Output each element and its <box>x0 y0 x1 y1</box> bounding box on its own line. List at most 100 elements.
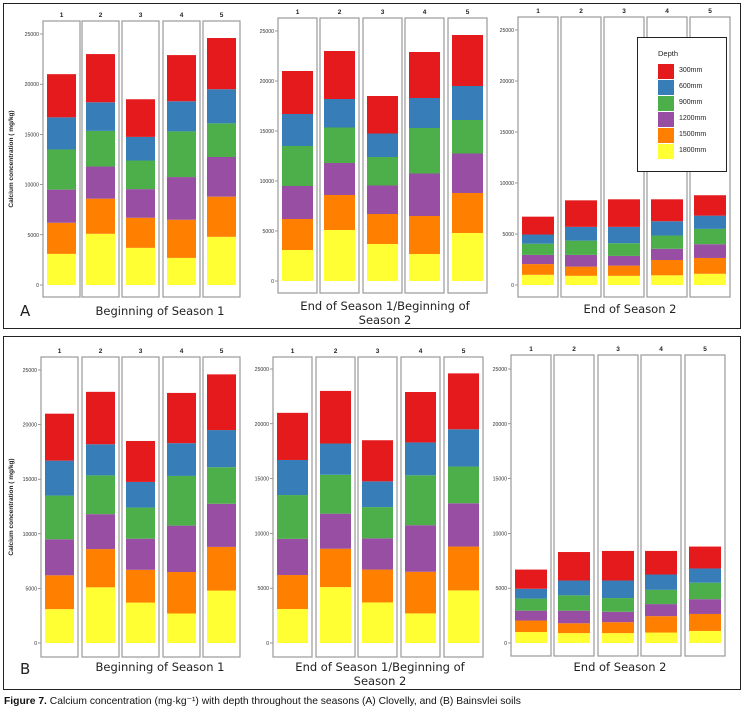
y-tick-label: 10000 <box>500 181 515 187</box>
facet-label: 3 <box>376 348 380 355</box>
bar-segment-1800mm <box>602 633 634 643</box>
panel-5: 0 5000 10000 15000 20000 25000 1 2 3 4 5 <box>255 348 484 658</box>
facet-label: 5 <box>220 348 224 355</box>
y-tick-label: 20000 <box>23 423 38 429</box>
bar-segment-1800mm <box>45 609 74 643</box>
bar-segment-1200mm <box>405 525 436 572</box>
bar-segment-1500mm <box>608 265 640 276</box>
bar-segment-900mm <box>47 149 76 190</box>
figure-caption: Figure 7. Calcium concentration (mg·kg⁻¹… <box>4 695 521 707</box>
bar-segment-1200mm <box>515 610 547 621</box>
bar-segment-300mm <box>651 199 683 222</box>
bar-segment-300mm <box>320 390 351 444</box>
bar-segment-1500mm <box>645 616 677 633</box>
bar-segment-1800mm <box>565 275 597 285</box>
bar-segment-1500mm <box>409 216 440 254</box>
facet-label: 2 <box>572 346 576 353</box>
bar-segment-1800mm <box>608 275 640 285</box>
bar-segment-300mm <box>608 199 640 227</box>
y-axis-title: Calcium concentration ( mg/kg) <box>8 110 15 207</box>
bar-segment-1500mm <box>558 623 590 634</box>
bar-segment-900mm <box>452 120 483 154</box>
bar-segment-900mm <box>689 582 721 600</box>
bar-segment-900mm <box>45 495 74 540</box>
bar-segment-1200mm <box>47 189 76 223</box>
bar-segment-1500mm <box>515 620 547 633</box>
bar-segment-1200mm <box>452 153 483 193</box>
y-tick-label: 5000 <box>27 233 39 239</box>
bar-segment-600mm <box>167 443 196 476</box>
bar-segment-300mm <box>86 391 115 445</box>
y-tick-label: 10000 <box>23 532 38 538</box>
legend-label: 600mm <box>679 83 703 90</box>
bar-segment-900mm <box>522 243 554 255</box>
bar-segment-1800mm <box>324 230 355 281</box>
bar-segment-1500mm <box>282 219 313 250</box>
bar-segment-1800mm <box>515 632 547 643</box>
bar-segment-1200mm <box>602 611 634 623</box>
bar-segment-1500mm <box>405 571 436 614</box>
bar-segment-900mm <box>515 598 547 611</box>
bar-segment-300mm <box>167 55 196 102</box>
bar-segment-900mm <box>167 131 196 178</box>
panel-title-a2: End of Season 1/Beginning of Season 2 <box>300 299 470 327</box>
y-tick-label: 25000 <box>260 29 275 35</box>
bar-segment-1500mm <box>651 260 683 276</box>
bar-segment-1500mm <box>277 575 308 610</box>
facet-label: 4 <box>419 348 423 355</box>
y-tick-label: 5000 <box>25 586 37 592</box>
bar-segment-300mm <box>522 216 554 235</box>
bar-segment-1200mm <box>277 538 308 576</box>
bar-segment-300mm <box>126 99 155 137</box>
bar-segment-1500mm <box>448 546 479 591</box>
facet-label: 4 <box>180 12 184 19</box>
bar-segment-900mm <box>167 475 196 526</box>
caption-text: Calcium concentration (mg·kg⁻¹) with dep… <box>46 696 521 707</box>
y-tick-label: 0 <box>36 283 39 289</box>
bar-segment-300mm <box>694 195 726 216</box>
legend-swatch-1800mm <box>658 144 674 159</box>
bar-segment-600mm <box>367 133 398 157</box>
facet-label: 2 <box>99 348 103 355</box>
y-tick-label: 5000 <box>502 232 514 238</box>
bar-segment-1200mm <box>320 513 351 549</box>
bar-segment-300mm <box>405 392 436 443</box>
bar-segment-600mm <box>515 588 547 599</box>
bar-segment-300mm <box>207 38 236 90</box>
bar-segment-1800mm <box>47 253 76 285</box>
bar-segment-1200mm <box>651 248 683 261</box>
bar-segment-1800mm <box>362 602 393 643</box>
y-tick-label: 20000 <box>260 79 275 85</box>
bar-segment-1200mm <box>689 599 721 614</box>
bar-segment-1800mm <box>689 630 721 643</box>
panel-title-a3: End of Season 2 <box>583 302 677 316</box>
bar-segment-600mm <box>608 226 640 244</box>
y-tick-label: 0 <box>511 283 514 289</box>
y-tick-label: 5000 <box>257 586 269 592</box>
panel-title-a1: Beginning of Season 1 <box>95 304 225 318</box>
bar-segment-1800mm <box>522 274 554 285</box>
bar-segment-1200mm <box>522 254 554 265</box>
bar-segment-1200mm <box>282 186 313 219</box>
bar-segment-900mm <box>207 123 236 157</box>
bar-segment-900mm <box>324 127 355 163</box>
bar-segment-300mm <box>47 74 76 118</box>
y-tick-label: 25000 <box>493 367 508 373</box>
bar-segment-1500mm <box>452 193 483 233</box>
bar-segment-300mm <box>167 392 196 444</box>
y-tick-label: 25000 <box>500 28 515 34</box>
bar-segment-1200mm <box>324 163 355 195</box>
facet-label: 4 <box>659 346 663 353</box>
bar-segment-300mm <box>645 550 677 575</box>
facet-label: 5 <box>708 8 712 15</box>
panel-4: 0 5000 10000 15000 20000 25000 Calcium concent… <box>8 348 241 658</box>
bar-segment-600mm <box>277 459 308 496</box>
y-tick-label: 10000 <box>493 531 508 537</box>
bar-segment-900mm <box>405 475 436 526</box>
bar-segment-1800mm <box>282 250 313 281</box>
bar-segment-300mm <box>565 200 597 227</box>
bar-segment-600mm <box>126 481 155 508</box>
legend-label: 900mm <box>679 99 703 106</box>
bar-segment-600mm <box>324 99 355 128</box>
